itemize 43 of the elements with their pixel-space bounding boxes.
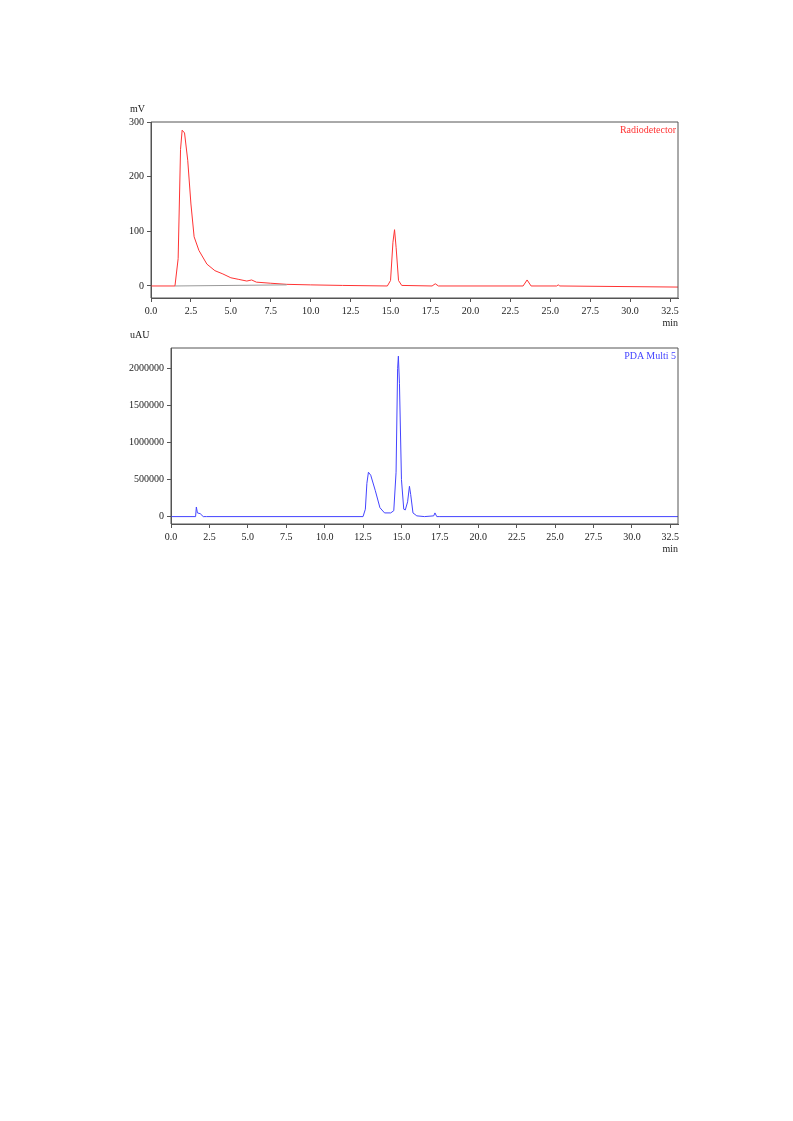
x-tick-label: 27.5 — [581, 304, 599, 316]
y-tick-label: 1500000 — [129, 399, 164, 411]
x-tick-label: 17.5 — [421, 304, 440, 316]
y-tick-label: 2000000 — [129, 362, 164, 374]
x-tick-label: 30.0 — [623, 530, 641, 542]
x-tick-label: 20.0 — [461, 304, 480, 316]
x-tick-label: 32.5 — [661, 530, 680, 542]
x-tick-label: 15.0 — [381, 304, 400, 316]
x-tick-label: 17.5 — [431, 530, 449, 542]
x-tick-label: 25.0 — [546, 530, 564, 542]
x-tick-label: 10.0 — [301, 304, 320, 316]
y-tick-label: 0 — [139, 279, 144, 291]
x-tick-label: 5.0 — [241, 530, 255, 542]
y-tick-label: 1000000 — [129, 436, 164, 448]
x-tick-label: 30.0 — [621, 304, 639, 316]
x-tick-label: 32.5 — [661, 304, 679, 316]
y-tick-label: 200 — [129, 170, 144, 182]
y-axis-title: mV — [130, 102, 146, 114]
x-axis-title: min — [662, 316, 678, 328]
y-tick-label: 500000 — [134, 473, 164, 485]
y-axis-title: uAU — [130, 328, 151, 340]
x-tick-label: 7.5 — [279, 530, 293, 542]
x-tick-label: 22.5 — [507, 530, 526, 542]
x-tick-label: 15.0 — [392, 530, 411, 542]
x-tick-label: 22.5 — [501, 304, 520, 316]
x-tick-label: 25.0 — [541, 304, 559, 316]
text: PDA Multi 5 — [624, 349, 676, 361]
x-tick-label: 2.5 — [203, 530, 216, 542]
y-tick-label: 0 — [159, 510, 164, 522]
x-axis-title: min — [662, 542, 678, 554]
x-tick-label: 5.0 — [224, 304, 238, 316]
x-tick-label: 10.0 — [315, 530, 334, 542]
text: Radiodetector — [619, 123, 677, 135]
x-tick-label: 7.5 — [264, 304, 278, 316]
x-tick-label: 20.0 — [469, 530, 488, 542]
x-tick-label: 0.0 — [144, 304, 158, 316]
x-tick-label: 2.5 — [184, 304, 198, 316]
x-tick-label: 12.5 — [341, 304, 360, 316]
y-tick-label: 300 — [129, 115, 144, 127]
x-tick-label: 0.0 — [164, 530, 178, 542]
y-tick-label: 100 — [129, 224, 144, 236]
x-tick-label: 12.5 — [354, 530, 372, 542]
x-tick-label: 27.5 — [584, 530, 603, 542]
